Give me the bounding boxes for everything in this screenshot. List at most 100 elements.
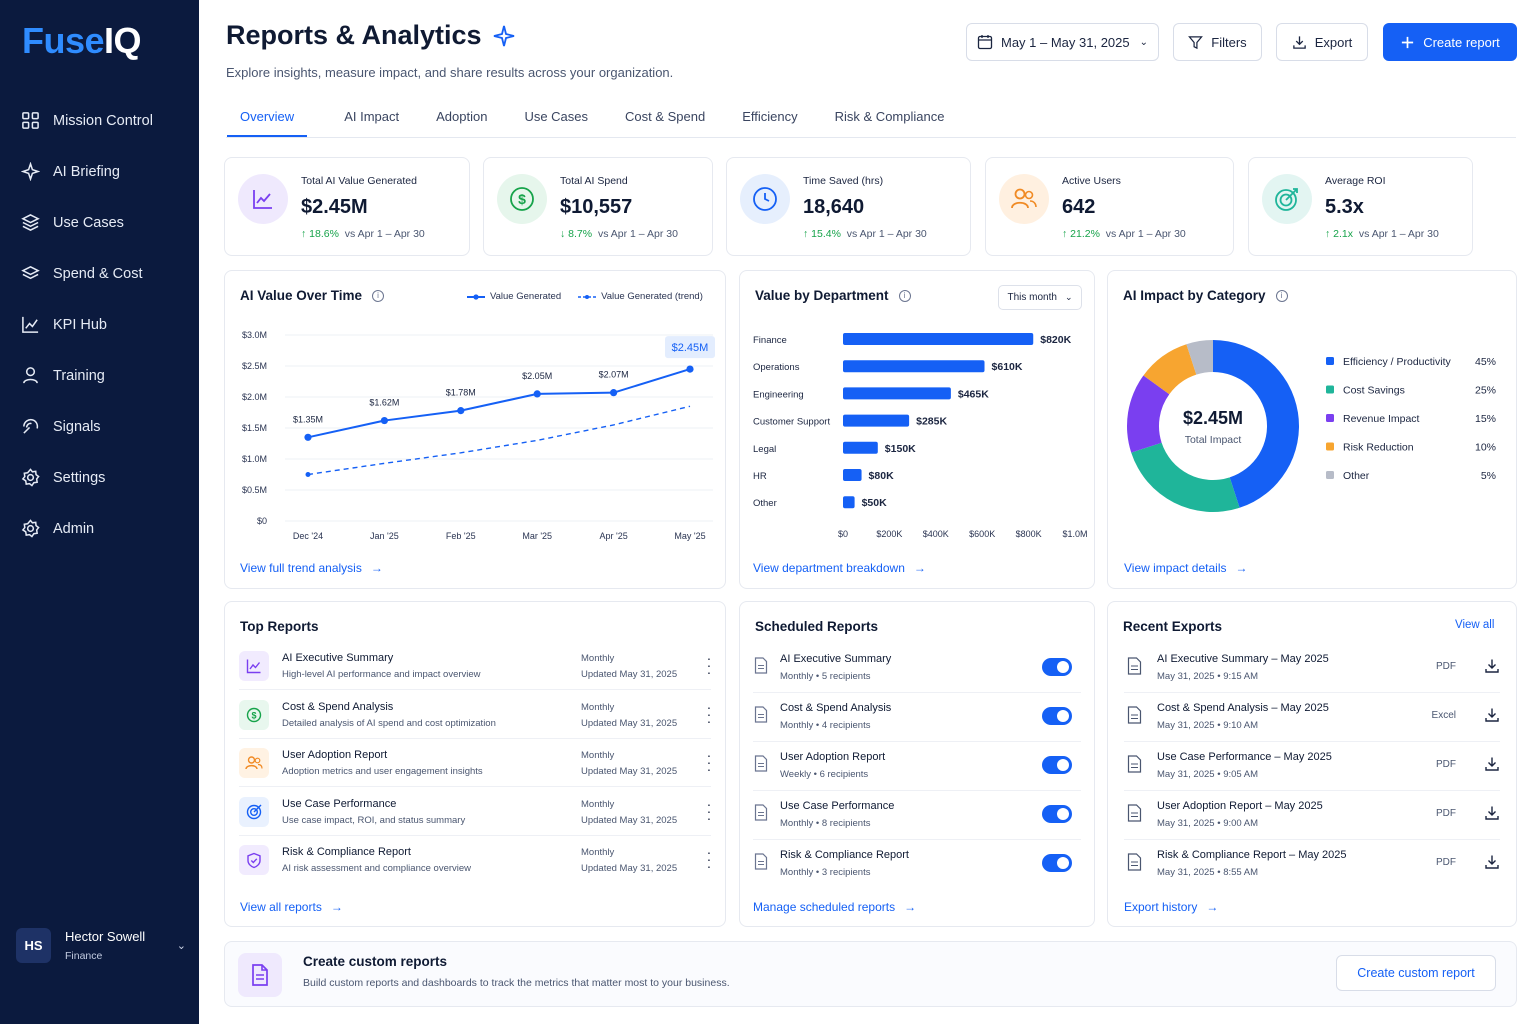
report-frequency: Monthly (581, 701, 615, 713)
chart-icon (238, 174, 288, 224)
view-all-reports-link[interactable]: View all reports → (240, 900, 343, 914)
scheduled-row[interactable]: Risk & Compliance Report Monthly • 3 reci… (740, 846, 1094, 890)
export-meta: May 31, 2025 • 9:05 AM (1157, 769, 1259, 780)
export-name[interactable]: Use Case Performance – May 2025 (1157, 751, 1332, 763)
export-row[interactable]: User Adoption Report – May 2025 May 31, 2… (1108, 797, 1516, 841)
kpi-card-spend[interactable]: $ Total AI Spend $10,557 ↓ 8.7% vs Apr 1… (483, 157, 713, 256)
scheduled-name: Risk & Compliance Report (780, 849, 909, 861)
tab-overview[interactable]: Overview (227, 100, 308, 137)
report-row[interactable]: AI Executive Summary High-level AI perfor… (225, 649, 725, 693)
report-row[interactable]: Risk & Compliance Report AI risk assessme… (225, 843, 725, 887)
scheduled-row[interactable]: User Adoption Report Weekly • 6 recipient… (740, 748, 1094, 792)
tab-cost-spend[interactable]: Cost & Spend (625, 109, 706, 124)
export-history-link[interactable]: Export history → (1124, 900, 1219, 914)
download-icon[interactable] (1484, 707, 1500, 728)
export-format: Excel (1431, 710, 1456, 721)
row-divider (239, 689, 711, 690)
export-button[interactable]: Export (1276, 23, 1368, 61)
export-name[interactable]: AI Executive Summary – May 2025 (1157, 653, 1329, 665)
report-name[interactable]: Use Case Performance (282, 797, 397, 810)
report-row[interactable]: Use Case Performance Use case impact, ROI… (225, 795, 725, 839)
kpi-value: $10,557 (560, 196, 633, 218)
scheduled-row[interactable]: Use Case Performance Monthly • 8 recipien… (740, 797, 1094, 841)
sidebar-item-ai-briefing[interactable]: AI Briefing (0, 146, 199, 197)
app-logo[interactable]: FuseIQ (22, 20, 142, 61)
value-point (686, 365, 694, 373)
view-department-link[interactable]: View department breakdown → (753, 561, 926, 575)
schedule-toggle[interactable] (1042, 805, 1072, 823)
export-row[interactable]: AI Executive Summary – May 2025 May 31, 2… (1108, 650, 1516, 694)
legend-label: Value Generated (490, 291, 562, 302)
user-menu[interactable]: HS Hector Sowell Finance ⌄ (16, 928, 186, 963)
kpi-card-roi[interactable]: Average ROI 5.3x ↑ 2.1x vs Apr 1 – Apr 3… (1248, 157, 1473, 256)
sidebar-item-label: Training (53, 367, 105, 384)
export-meta: May 31, 2025 • 9:00 AM (1157, 818, 1259, 829)
export-name[interactable]: Risk & Compliance Report – May 2025 (1157, 849, 1347, 861)
arrow-right-icon: → (330, 900, 343, 914)
period-select[interactable]: This month ⌄ (998, 285, 1082, 310)
sidebar-item-signals[interactable]: Signals (0, 401, 199, 452)
kpi-card-value[interactable]: Total AI Value Generated $2.45M ↑ 18.6% … (224, 157, 470, 256)
more-options-icon[interactable]: · · · (706, 795, 712, 826)
download-icon[interactable] (1484, 756, 1500, 777)
download-icon[interactable] (1484, 854, 1500, 875)
schedule-toggle[interactable] (1042, 756, 1072, 774)
sidebar-item-use-cases[interactable]: Use Cases (0, 197, 199, 248)
manage-scheduled-link[interactable]: Manage scheduled reports → (753, 900, 917, 914)
report-row[interactable]: User Adoption Report Adoption metrics and… (225, 746, 725, 790)
scheduled-row[interactable]: Cost & Spend Analysis Monthly • 4 recipie… (740, 699, 1094, 743)
sidebar-item-kpi-hub[interactable]: KPI Hub (0, 299, 199, 350)
export-name[interactable]: Cost & Spend Analysis – May 2025 (1157, 702, 1329, 714)
schedule-toggle[interactable] (1042, 854, 1072, 872)
tab-risk-compliance[interactable]: Risk & Compliance (834, 109, 945, 124)
row-divider (1124, 839, 1500, 840)
report-row[interactable]: $ Cost & Spend Analysis Detailed analysis … (225, 698, 725, 742)
document-icon (754, 657, 768, 679)
export-name[interactable]: User Adoption Report – May 2025 (1157, 800, 1323, 812)
info-icon[interactable]: i (1275, 289, 1288, 302)
more-options-icon[interactable]: · · · (706, 698, 712, 729)
arrow-down-icon: ↓ (560, 228, 566, 240)
info-icon[interactable]: i (898, 289, 911, 302)
trend-line (307, 405, 691, 476)
view-trend-link[interactable]: View full trend analysis → (240, 561, 383, 575)
kpi-card-active-users[interactable]: Active Users 642 ↑ 21.2% vs Apr 1 – Apr … (985, 157, 1234, 256)
sidebar-item-training[interactable]: Training (0, 350, 199, 401)
tab-ai-impact[interactable]: AI Impact (344, 109, 400, 124)
create-report-button[interactable]: Create report (1383, 23, 1517, 61)
more-options-icon[interactable]: · · · (706, 650, 712, 680)
tab-adoption[interactable]: Adoption (436, 109, 488, 124)
filters-button[interactable]: Filters (1173, 23, 1262, 61)
tab-use-cases[interactable]: Use Cases (524, 109, 589, 124)
kpi-card-time-saved[interactable]: Time Saved (hrs) 18,640 ↑ 15.4% vs Apr 1… (726, 157, 971, 256)
sidebar-item-spend-cost[interactable]: Spend & Cost (0, 248, 199, 299)
report-name[interactable]: Cost & Spend Analysis (282, 700, 394, 713)
schedule-toggle[interactable] (1042, 658, 1072, 676)
sidebar-item-mission-control[interactable]: Mission Control (0, 95, 199, 146)
export-row[interactable]: Risk & Compliance Report – May 2025 May 3… (1108, 846, 1516, 890)
export-row[interactable]: Use Case Performance – May 2025 May 31, 2… (1108, 748, 1516, 792)
value-over-time-card: AI Value Over Time i Value Generated Valu… (224, 270, 726, 589)
plus-icon (1402, 36, 1414, 48)
date-range-picker[interactable]: May 1 – May 31, 2025 ⌄ (966, 23, 1159, 61)
export-row[interactable]: Cost & Spend Analysis – May 2025 May 31, … (1108, 699, 1516, 743)
report-name[interactable]: AI Executive Summary (282, 652, 394, 664)
report-name[interactable]: User Adoption Report (282, 749, 388, 761)
report-name[interactable]: Risk & Compliance Report (282, 846, 411, 858)
tab-bar: Overview AI Impact Adoption Use Cases Co… (226, 100, 1516, 138)
create-custom-report-button[interactable]: Create custom report (1336, 955, 1496, 991)
download-icon[interactable] (1484, 658, 1500, 679)
sidebar-item-admin[interactable]: Admin (0, 503, 199, 554)
view-all-exports-link[interactable]: View all (1455, 619, 1495, 631)
more-options-icon[interactable]: · · · (706, 844, 712, 874)
info-icon[interactable]: i (372, 289, 385, 302)
signal-icon (23, 418, 39, 434)
tab-efficiency[interactable]: Efficiency (742, 109, 798, 124)
more-options-icon[interactable]: · · · (706, 747, 712, 777)
schedule-toggle[interactable] (1042, 707, 1072, 725)
view-impact-link[interactable]: View impact details → (1124, 561, 1248, 575)
document-icon (238, 953, 282, 997)
sidebar-item-settings[interactable]: Settings (0, 452, 199, 503)
download-icon[interactable] (1484, 805, 1500, 826)
scheduled-row[interactable]: AI Executive Summary Monthly • 5 recipien… (740, 650, 1094, 694)
